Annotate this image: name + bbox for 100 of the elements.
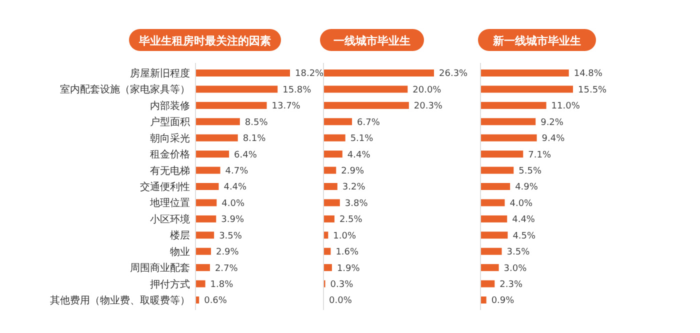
bar	[324, 232, 328, 239]
data-label: 4.4%	[224, 182, 248, 193]
data-label: 18.2%	[295, 69, 324, 80]
data-label: 2.9%	[341, 166, 364, 176]
bar	[481, 248, 502, 255]
data-label: 15.8%	[282, 85, 312, 96]
bar	[481, 215, 508, 222]
data-label: 2.3%	[500, 280, 523, 290]
data-label: 1.6%	[336, 248, 360, 258]
data-label: 9.4%	[542, 134, 566, 144]
y-tick-label: 交通便利性	[140, 181, 190, 193]
bar	[324, 102, 409, 109]
data-label: 4.0%	[510, 198, 534, 209]
data-label: 15.5%	[578, 85, 608, 96]
data-label: 6.7%	[357, 118, 380, 128]
y-tick-label: 房屋新旧程度	[130, 68, 190, 80]
y-tick-label: 有无电梯	[150, 164, 190, 177]
bar	[324, 215, 334, 222]
bar	[324, 248, 331, 255]
data-label: 9.2%	[540, 118, 564, 128]
bar	[196, 264, 210, 272]
y-tick-label: 朝向采光	[150, 132, 190, 144]
bar	[196, 215, 216, 222]
y-tick-label: 其他费用（物业费、取暖费等）	[50, 294, 190, 306]
data-label: 14.8%	[574, 69, 603, 80]
bar	[196, 199, 217, 206]
bar	[481, 166, 514, 174]
bar	[481, 70, 569, 76]
data-label: 7.1%	[528, 150, 552, 160]
bar	[324, 199, 340, 206]
bar	[481, 102, 546, 109]
bar	[481, 118, 536, 126]
bar	[196, 134, 238, 142]
bar	[196, 150, 230, 158]
bar	[481, 183, 510, 190]
y-tick-label: 租金价格	[150, 148, 190, 161]
y-tick-label: 地理位置	[149, 197, 190, 210]
bar	[324, 264, 332, 272]
bar	[481, 280, 495, 288]
data-label: 8.1%	[242, 134, 266, 144]
bar	[324, 118, 352, 126]
bar	[196, 166, 220, 174]
y-tick-label: 小区环境	[150, 213, 190, 226]
data-label: 1.8%	[210, 280, 234, 290]
bar	[324, 134, 346, 142]
y-tick-label: 楼层	[170, 230, 190, 242]
bar	[196, 118, 240, 126]
data-label: 2.7%	[214, 264, 238, 274]
data-label: 3.0%	[504, 264, 528, 274]
data-label: 2.9%	[216, 248, 240, 258]
data-label: 4.5%	[512, 231, 536, 242]
y-tick-label: 户型面积	[150, 116, 190, 128]
chart-title: 新一线城市毕业生	[492, 34, 581, 48]
bar	[196, 183, 219, 190]
data-label: 3.5%	[506, 248, 530, 258]
data-label: 1.9%	[336, 264, 360, 274]
y-tick-label: 室内配套设施（家电家具等）	[60, 84, 190, 96]
bar	[196, 70, 290, 76]
data-label: 20.3%	[414, 102, 443, 112]
bar	[324, 150, 342, 158]
bar	[481, 232, 508, 239]
data-label: 6.4%	[234, 150, 258, 160]
data-label: 20.0%	[412, 85, 442, 96]
data-label: 4.9%	[515, 182, 538, 193]
chart-title: 毕业生租房时最关注的因素	[138, 34, 271, 48]
data-label: 0.0%	[329, 296, 352, 306]
bar	[481, 134, 537, 142]
data-label: 4.0%	[222, 198, 245, 209]
data-label: 5.5%	[518, 166, 542, 176]
bar	[324, 70, 434, 76]
data-label: 1.0%	[333, 231, 356, 242]
y-tick-label: 周围商业配套	[130, 262, 190, 274]
data-label: 3.8%	[344, 198, 368, 209]
data-label: 4.4%	[512, 215, 536, 226]
bar	[481, 86, 573, 93]
bar	[196, 248, 211, 255]
bar	[196, 232, 214, 239]
bar	[196, 102, 267, 109]
bar	[196, 280, 206, 288]
bar	[324, 183, 338, 190]
data-label: 4.7%	[225, 166, 249, 176]
data-label: 5.1%	[350, 134, 374, 144]
data-label: 3.2%	[342, 182, 366, 193]
data-label: 3.5%	[219, 231, 242, 242]
bar	[481, 150, 524, 158]
data-label: 3.9%	[221, 215, 244, 226]
data-label: 0.3%	[330, 280, 354, 290]
bar	[481, 296, 486, 304]
bar	[481, 199, 505, 206]
chart-title: 一线城市毕业生	[334, 34, 410, 48]
data-label: 0.6%	[204, 296, 228, 306]
y-tick-label: 押付方式	[150, 278, 190, 290]
data-label: 11.0%	[551, 102, 580, 112]
bar	[196, 86, 278, 93]
bar	[324, 86, 408, 93]
data-label: 2.5%	[339, 215, 363, 226]
data-label: 13.7%	[272, 102, 301, 112]
bar	[324, 166, 336, 174]
y-tick-label: 物业	[170, 246, 190, 258]
bar	[481, 264, 499, 272]
